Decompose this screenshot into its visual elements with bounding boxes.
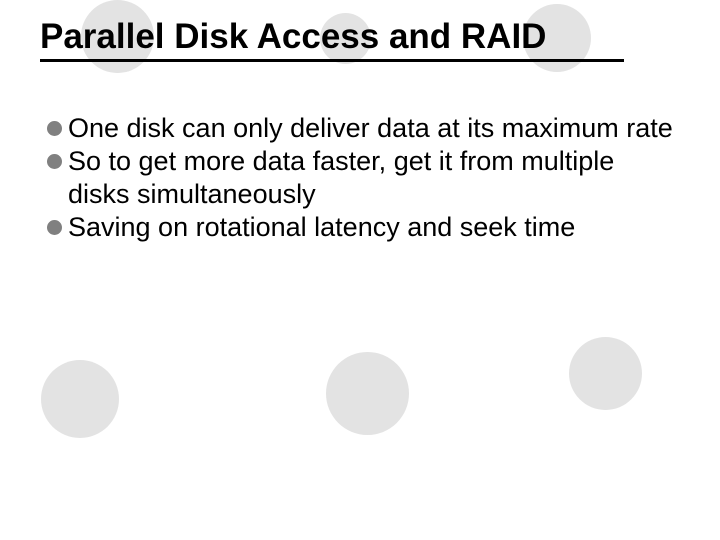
decorative-circle: [569, 337, 642, 410]
list-item: So to get more data faster, get it from …: [47, 145, 673, 211]
bullet-list: One disk can only deliver data at its ma…: [47, 112, 673, 244]
slide: Parallel Disk Access and RAID One disk c…: [0, 0, 720, 540]
list-item-text: Saving on rotational latency and seek ti…: [68, 211, 575, 244]
slide-title: Parallel Disk Access and RAID: [40, 17, 546, 57]
decorative-circle: [326, 352, 409, 435]
decorative-circle: [41, 360, 119, 438]
list-item-text: So to get more data faster, get it from …: [68, 145, 673, 211]
list-item: Saving on rotational latency and seek ti…: [47, 211, 673, 244]
list-item-text: One disk can only deliver data at its ma…: [68, 112, 673, 145]
list-item: One disk can only deliver data at its ma…: [47, 112, 673, 145]
bullet-icon: [47, 154, 62, 169]
bullet-icon: [47, 220, 62, 235]
title-underline: [40, 59, 624, 62]
bullet-icon: [47, 121, 62, 136]
